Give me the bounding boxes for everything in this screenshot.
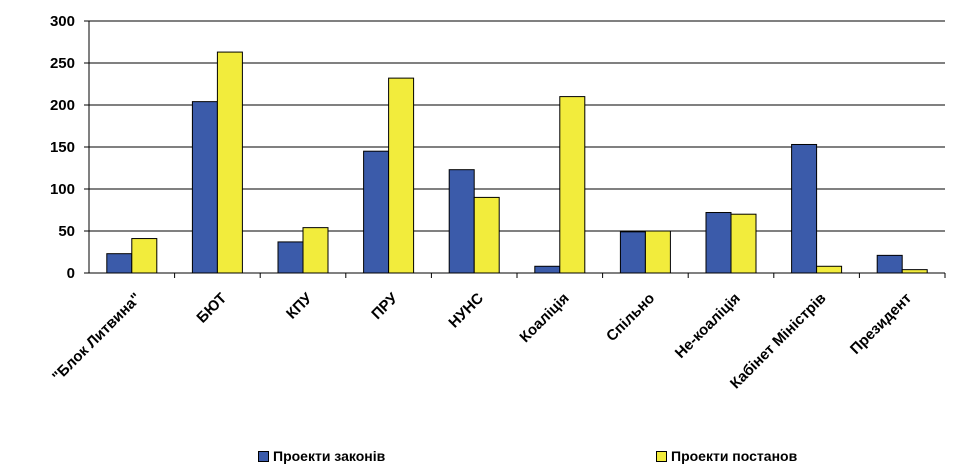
x-category-label: "Блок Литвина": [49, 290, 145, 386]
x-category-label: Спільно: [603, 290, 658, 345]
bar-resolutions: [730, 213, 757, 274]
x-category-label: НУНС: [445, 290, 487, 332]
y-tick-label: 250: [50, 55, 75, 72]
legend-swatch-laws: [258, 450, 269, 462]
x-category-label: Не-коаліція: [672, 290, 744, 362]
bar-resolutions: [131, 238, 158, 274]
x-category-label: Кабінет Міністрів: [727, 290, 830, 393]
bar-laws: [448, 169, 475, 274]
legend-item-resolutions: Проекти постанов: [656, 448, 797, 464]
y-tick-label: 100: [50, 181, 75, 198]
bar-laws: [363, 150, 390, 274]
y-axis-ticks: 0 50 100 150 200 250 300: [50, 13, 89, 282]
legend-label-laws: Проекти законів: [273, 448, 386, 464]
legend-swatch-resolutions: [656, 450, 667, 462]
bar-laws: [191, 101, 218, 274]
x-category-label: КПУ: [283, 289, 316, 322]
bar-resolutions: [473, 196, 500, 274]
bars: [106, 51, 946, 278]
x-category-label: Президент: [847, 290, 915, 358]
x-axis-labels: "Блок Литвина" БЮТ КПУ ПРУ НУНС Коаліція Спіль…: [49, 289, 915, 392]
y-tick-label: 0: [67, 265, 75, 282]
y-tick-label: 150: [50, 139, 75, 156]
bar-resolutions: [901, 269, 928, 274]
y-tick-label: 200: [50, 97, 75, 114]
x-category-label: ПРУ: [368, 289, 402, 323]
bar-laws: [705, 212, 732, 274]
x-category-label: Коаліція: [516, 290, 572, 346]
y-tick-label: 50: [58, 223, 75, 240]
bar-laws: [277, 241, 304, 274]
bar-laws: [619, 231, 646, 274]
bar-resolutions: [388, 77, 415, 274]
bar-resolutions: [559, 96, 586, 274]
legend-label-resolutions: Проекти постанов: [671, 448, 798, 464]
y-tick-label: 300: [50, 13, 75, 30]
bar-laws: [534, 265, 561, 274]
bar-resolutions: [816, 265, 843, 274]
legend-item-laws: Проекти законів: [258, 448, 385, 464]
axes: [88, 21, 945, 274]
bar-laws: [876, 254, 903, 274]
x-category-label: БЮТ: [193, 290, 230, 327]
bar-laws: [106, 253, 133, 274]
bar-laws: [791, 143, 818, 274]
bar-resolutions: [216, 51, 243, 274]
bar-resolutions: [644, 230, 671, 274]
bar-resolutions: [302, 227, 329, 274]
